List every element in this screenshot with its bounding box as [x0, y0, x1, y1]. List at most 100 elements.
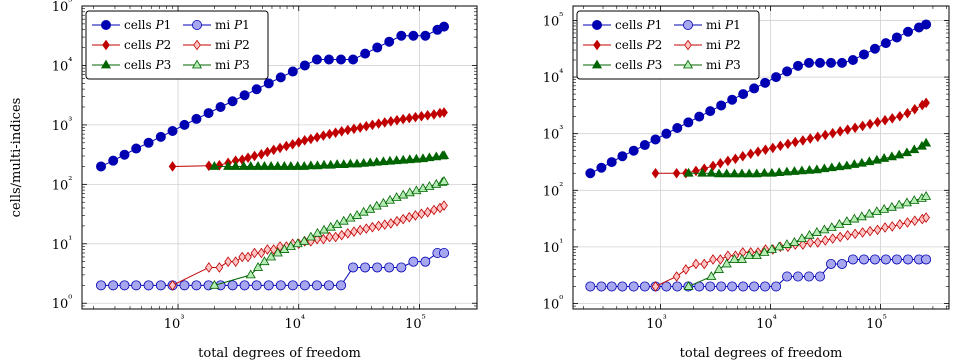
legend-marker-cells-p1 [101, 19, 112, 30]
ticks-left: 10³ 10⁴ 10⁵ 10⁰ 10¹ 10² 10³ 10⁴ 10⁵ [52, 0, 477, 332]
legend-marker-mi-p1 [683, 19, 694, 30]
data-point-mi-p1 [360, 262, 371, 273]
data-point-cells-p1 [263, 78, 274, 89]
data-point-cells-p3 [312, 160, 323, 170]
data-point-mi-p2 [205, 262, 213, 273]
data-point-cells-p3 [325, 159, 336, 169]
data-point-mi-p3 [789, 237, 800, 246]
data-point-mi-p2 [806, 237, 815, 248]
data-point-mi-p3 [804, 229, 815, 239]
data-point-mi-p1 [903, 254, 914, 265]
data-point-mi-p3 [811, 227, 822, 236]
data-point-cells-p3 [744, 168, 755, 178]
data-point-cells-p1 [251, 84, 262, 95]
y-tick-label: 10³ [543, 125, 564, 143]
legend-marker-cells-p3 [100, 59, 112, 69]
data-point-mi-p3 [358, 206, 369, 216]
data-point-mi-p1 [275, 280, 286, 291]
series-right [585, 19, 932, 292]
data-point-cells-p1 [793, 60, 804, 71]
data-point-mi-p2 [411, 210, 420, 221]
data-point-cells-p3 [886, 151, 897, 161]
legend-label: cells P3 [124, 58, 171, 72]
data-point-cells-p3 [697, 167, 708, 177]
data-point-mi-p3 [391, 192, 402, 201]
data-point-cells-p3 [438, 150, 450, 159]
data-point-cells-p2 [294, 136, 303, 148]
data-point-mi-p1 [826, 258, 837, 269]
data-point-cells-p1 [847, 55, 858, 66]
data-point-mi-p2 [337, 229, 346, 241]
data-point-cells-p2 [368, 119, 377, 131]
data-point-mi-p2 [244, 251, 252, 263]
legend-marker-cells-p1 [592, 19, 603, 30]
legend-label: cells P1 [615, 18, 662, 32]
data-point-mi-p2 [263, 244, 272, 255]
data-point-mi-p2 [387, 218, 395, 229]
data-point-cells-p1 [275, 72, 286, 83]
data-point-cells-p2 [288, 139, 297, 150]
data-point-mi-p3 [209, 279, 220, 289]
data-point-mi-p1 [348, 262, 359, 273]
y-tick-label: 10⁵ [543, 11, 564, 29]
data-point-cells-p3 [683, 167, 694, 177]
data-point-cells-p2 [263, 146, 272, 158]
data-point-mi-p1 [858, 254, 869, 265]
y-tick-label: 10¹ [52, 235, 73, 253]
data-point-cells-p1 [311, 54, 322, 65]
data-point-mi-p2 [881, 222, 889, 233]
data-point-cells-p1 [203, 108, 214, 119]
data-point-cells-p2 [754, 146, 762, 158]
data-point-mi-p2 [651, 281, 660, 292]
data-point-mi-p3 [721, 258, 732, 268]
data-point-cells-p3 [826, 162, 837, 172]
data-point-mi-p3 [292, 238, 303, 248]
data-point-cells-p3 [774, 167, 785, 177]
x-tick-label: 10³ [164, 314, 185, 332]
data-point-mi-p3 [894, 199, 905, 209]
data-point-cells-p2 [374, 118, 383, 129]
legend-item-mi-p3: mi P3 [674, 58, 741, 72]
data-point-mi-p3 [744, 250, 755, 260]
data-point-cells-p3 [404, 154, 415, 164]
y-tick-label: 10⁰ [52, 294, 73, 312]
data-point-cells-p2 [411, 111, 420, 123]
data-point-cells-p3 [230, 161, 241, 170]
data-point-cells-p3 [358, 158, 369, 167]
data-point-mi-p2 [168, 280, 177, 291]
data-point-cells-p3 [864, 156, 875, 166]
data-point-cells-p3 [266, 161, 277, 170]
legend-label: mi P1 [706, 18, 741, 32]
data-point-mi-p1 [782, 271, 793, 282]
data-point-mi-p1 [672, 281, 683, 292]
data-point-mi-p3 [751, 250, 762, 260]
y-tick-label: 10⁰ [543, 295, 564, 313]
y-tick-label: 10¹ [543, 238, 564, 256]
data-point-mi-p3 [371, 200, 382, 210]
data-point-cells-p3 [789, 166, 800, 175]
data-point-mi-p2 [692, 258, 700, 270]
data-point-mi-p1 [251, 280, 262, 291]
data-point-cells-p2 [651, 167, 660, 179]
data-point-mi-p2 [231, 256, 240, 267]
data-point-cells-p2 [269, 144, 278, 156]
data-point-cells-p1 [826, 57, 837, 68]
data-point-cells-p2 [873, 116, 882, 128]
data-point-cells-p3 [729, 168, 740, 178]
data-point-mi-p3 [871, 206, 882, 216]
data-point-cells-p1 [596, 162, 607, 173]
data-point-cells-p1 [108, 155, 119, 166]
data-point-cells-p2 [313, 131, 321, 143]
y-tick-label: 10⁴ [543, 68, 564, 86]
data-point-mi-p3 [259, 256, 270, 266]
data-point-mi-p2 [821, 235, 830, 246]
data-point-cells-p1 [921, 19, 932, 30]
data-point-cells-p3 [796, 165, 807, 175]
data-point-mi-p3 [886, 201, 897, 211]
data-point-cells-p2 [331, 127, 340, 138]
data-point-mi-p2 [356, 224, 364, 236]
data-point-mi-p1 [921, 254, 932, 265]
y-tick-label: 10³ [52, 116, 73, 134]
data-point-cells-p1 [760, 77, 771, 88]
